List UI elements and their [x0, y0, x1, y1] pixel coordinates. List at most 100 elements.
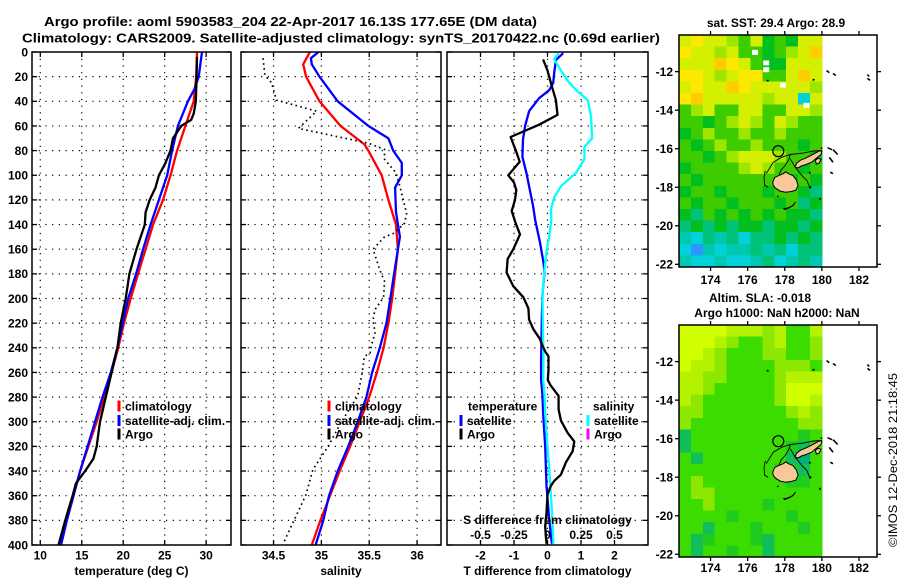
heatmap-cell	[762, 197, 775, 210]
y-tick-label: 280	[8, 390, 28, 404]
lat-tick-label: -20	[656, 219, 674, 233]
heatmap-cell	[679, 487, 692, 500]
heatmap-cell	[798, 533, 811, 546]
heatmap-cell	[726, 429, 740, 442]
heatmap-cell	[809, 174, 823, 187]
heatmap-cell	[702, 232, 716, 245]
heatmap-cell	[679, 406, 692, 419]
heatmap-cell	[750, 464, 763, 477]
heatmap-cell	[774, 522, 787, 535]
heatmap-cell	[702, 209, 716, 222]
salinity-profile-panel: 34.5 35 35.5 36 salinity climatologysatellite…	[240, 51, 442, 578]
heatmap-cell	[774, 336, 787, 349]
legend-label: Argo	[467, 427, 495, 441]
heatmap-cell	[774, 499, 787, 512]
heatmap-cell	[679, 197, 692, 210]
y-tick-label: 360	[8, 489, 28, 503]
heatmap-cell	[679, 209, 692, 222]
heatmap-cell	[702, 348, 716, 361]
heatmap-cell	[690, 104, 704, 117]
heatmap-cell	[762, 487, 775, 500]
lon-tick-label: 180	[812, 561, 832, 575]
island-mark	[812, 78, 815, 82]
heatmap-cell	[809, 69, 823, 82]
heatmap-cell	[714, 499, 728, 512]
heatmap-cell	[702, 162, 716, 175]
heatmap-cell	[714, 46, 728, 59]
heatmap-cell	[809, 197, 823, 210]
heatmap-cell	[774, 406, 787, 419]
y-tick-label: 320	[8, 440, 28, 454]
series-group	[57, 52, 204, 545]
heatmap-cell	[690, 162, 704, 175]
missing-data-cell	[803, 102, 810, 108]
heatmap-cell	[786, 104, 799, 117]
secondary-tick-label: 0.25	[569, 528, 593, 542]
legend-label: Argo	[594, 427, 622, 441]
missing-data-cell	[763, 60, 770, 66]
heatmap-cell	[690, 46, 704, 59]
heatmap-cell	[679, 359, 692, 372]
heatmap-cell	[798, 371, 811, 384]
secondary-tick-label: -0.5	[470, 528, 491, 542]
heatmap-cell	[690, 185, 704, 198]
heatmap-cell	[798, 417, 811, 430]
heatmap-cell	[762, 127, 775, 140]
heatmap-cell	[750, 58, 763, 71]
map-subtitle: Argo h1000: NaN h2000: NaN	[694, 306, 859, 320]
heatmap-cell	[702, 127, 716, 140]
heatmap-cell	[774, 209, 787, 222]
heatmap-cell	[690, 336, 704, 349]
lon-tick-label: 178	[775, 561, 795, 575]
heatmap-cell	[750, 510, 763, 523]
heatmap-cell	[726, 69, 740, 82]
heatmap-cell	[786, 499, 799, 512]
missing-data-cell	[763, 67, 770, 73]
heatmap-cell	[762, 441, 775, 454]
series-group	[505, 52, 594, 544]
heatmap-cell	[726, 475, 740, 488]
island-mark	[828, 156, 834, 163]
island-mark	[776, 195, 779, 198]
heatmap-cell	[702, 325, 716, 338]
heatmap-cell	[774, 127, 787, 140]
heatmap-cell	[750, 533, 763, 546]
heatmap-cell	[774, 116, 787, 129]
heatmap-cell	[786, 371, 799, 384]
heatmap-cell	[809, 232, 823, 245]
heatmap-cell	[762, 139, 775, 152]
heatmap-cell	[786, 522, 799, 535]
heatmap-cell	[714, 336, 728, 349]
heatmap-cell	[679, 58, 692, 71]
heatmap-cell	[726, 441, 740, 454]
heatmap-cell	[690, 441, 704, 454]
heatmap-cell	[774, 417, 787, 430]
legend-marker	[117, 428, 121, 440]
land-polygon	[794, 150, 823, 169]
y-tick-label: 400	[8, 538, 28, 552]
x-axis-label: T difference from climatology	[463, 564, 631, 578]
legend-marker	[586, 415, 590, 426]
x-tick-label: 35.5	[358, 549, 382, 563]
heatmap-cell	[762, 325, 775, 338]
heatmap-cell	[714, 406, 728, 419]
heatmap-cell	[738, 46, 752, 59]
heatmap-cell	[809, 452, 823, 465]
heatmap-cell	[714, 197, 728, 210]
legend-label: Argo	[125, 427, 153, 441]
heatmap-cell	[726, 116, 740, 129]
heatmap-cell	[798, 46, 811, 59]
lon-tick-label: 176	[738, 561, 758, 575]
island-mark	[832, 362, 837, 367]
heatmap-cell	[798, 58, 811, 71]
heatmap-cell	[750, 220, 763, 233]
heatmap-cell	[702, 452, 716, 465]
heatmap-cell	[702, 441, 716, 454]
island-mark	[866, 367, 871, 371]
legend: temperaturesatelliteArgosalinitysatellit…	[459, 399, 639, 441]
island-mark	[828, 446, 834, 453]
heatmap-cell	[690, 243, 704, 256]
y-tick-label: 120	[8, 193, 28, 207]
heatmap-cell	[786, 232, 799, 245]
